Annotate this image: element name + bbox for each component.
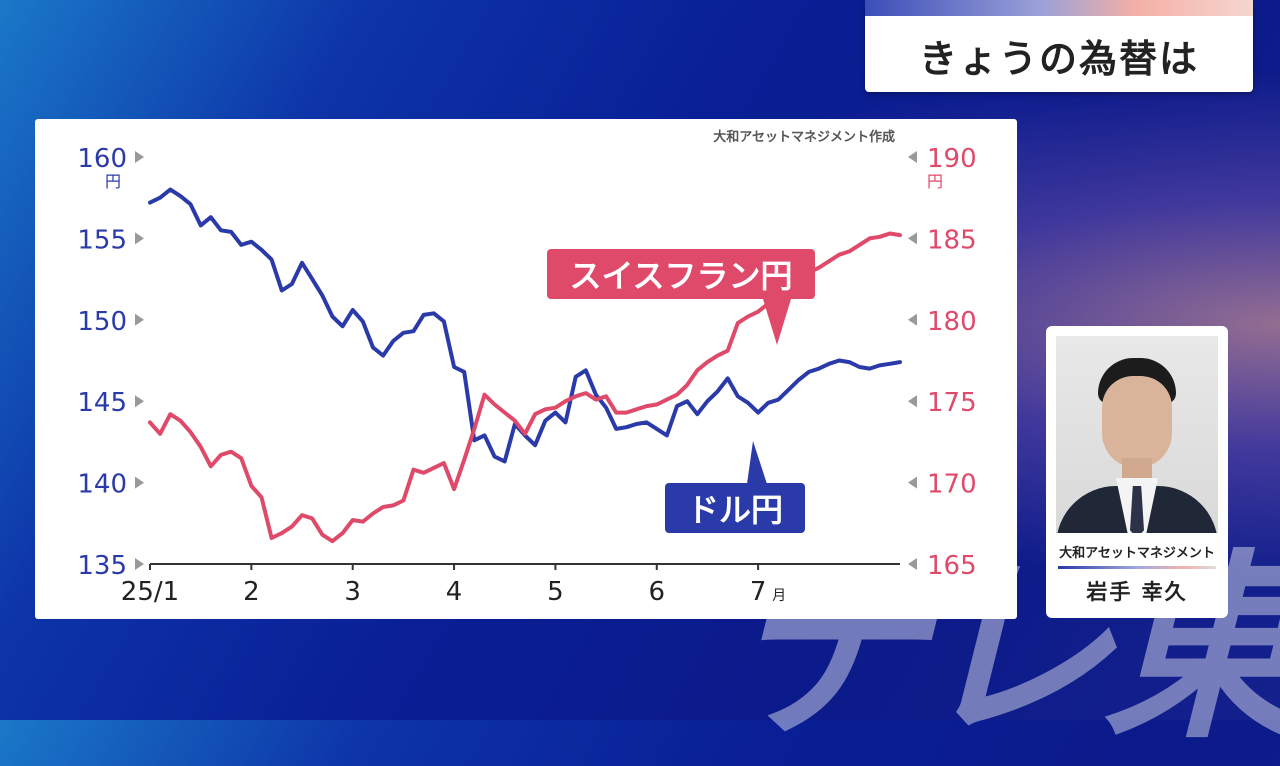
x-tick-label: 3: [344, 577, 361, 607]
left-tick-arrow: [135, 313, 144, 326]
left-tick-arrow: [135, 395, 144, 408]
right-tick-label: 170: [927, 470, 977, 500]
left-tick-arrow: [135, 558, 144, 570]
right-tick-arrow: [908, 395, 917, 408]
left-tick-label: 140: [77, 470, 127, 500]
series-line-usd-jpy: [148, 187, 902, 464]
right-tick-label: 165: [927, 551, 977, 581]
source-note: 大和アセットマネジメント作成: [713, 129, 895, 145]
x-tick-label: 2: [243, 577, 260, 607]
left-tick-arrow: [135, 476, 144, 489]
right-axis-unit: 円: [927, 172, 943, 191]
x-tick-label: 6: [648, 577, 665, 607]
left-tick-arrow: [135, 151, 144, 163]
left-axis-unit: 円: [105, 172, 121, 191]
chf-label-callout: スイスフラン円: [547, 249, 815, 345]
title-box: きょうの為替は: [865, 0, 1253, 92]
chf-label-text: スイスフラン円: [569, 257, 792, 295]
right-tick-arrow: [908, 232, 917, 245]
x-tick-label: 4: [446, 577, 463, 607]
left-tick-arrow: [135, 232, 144, 245]
page-title: きょうの為替は: [918, 37, 1199, 81]
profile-org: 大和アセットマネジメント: [1059, 546, 1215, 561]
left-tick-label: 145: [77, 388, 127, 418]
chf-label-box: [547, 249, 815, 299]
usd-label-pointer: [747, 441, 767, 484]
right-tick-label: 185: [927, 225, 977, 255]
portrait-photo: [1056, 336, 1218, 533]
left-tick-label: 150: [77, 307, 127, 337]
right-tick-arrow: [908, 558, 917, 570]
profile-name: 岩手 幸久: [1086, 580, 1188, 604]
x-tick-suffix: 月: [772, 588, 786, 604]
right-tick-label: 180: [927, 307, 977, 337]
chf-label-pointer: [763, 299, 791, 345]
usd-label-text: ドル円: [687, 491, 783, 529]
right-tick-label: 190: [927, 144, 977, 174]
profile-divider: [1058, 566, 1216, 569]
right-tick-arrow: [908, 313, 917, 326]
left-tick-label: 135: [77, 551, 127, 581]
profile-card: 大和アセットマネジメント 岩手 幸久: [1046, 326, 1228, 618]
right-tick-arrow: [908, 151, 917, 163]
chart-panel: 大和アセットマネジメント作成 25/1 2 3 4 5 6 7 月 160 円 155 150 145 14…: [35, 119, 1017, 619]
right-tick-label: 175: [927, 388, 977, 418]
x-tick-label: 25/1: [121, 577, 179, 607]
left-tick-label: 155: [77, 225, 127, 255]
usd-label-box: [665, 483, 805, 533]
x-tick-label: 5: [547, 577, 564, 607]
left-tick-label: 160: [77, 144, 127, 174]
x-tick-label: 7: [750, 577, 767, 607]
title-strip: [865, 0, 1253, 16]
usd-label-callout: ドル円: [665, 441, 805, 533]
right-tick-arrow: [908, 476, 917, 489]
